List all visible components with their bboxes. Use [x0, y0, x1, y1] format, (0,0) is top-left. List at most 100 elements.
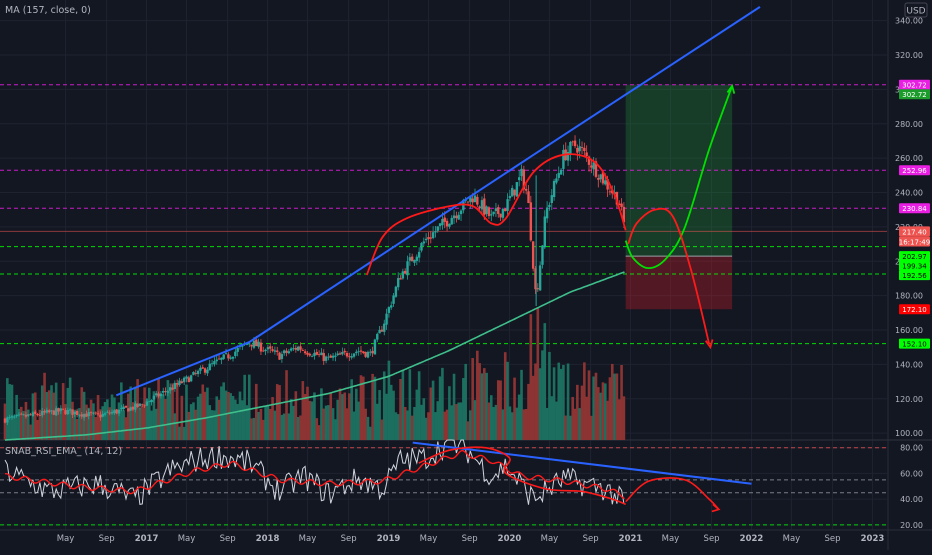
volume-bar	[387, 360, 391, 440]
volume-bar	[266, 405, 270, 440]
price-marker-bg[interactable]	[899, 226, 930, 237]
price-marker[interactable]: 202.97	[899, 251, 930, 262]
currency-badge[interactable]	[904, 2, 928, 18]
price-levels[interactable]	[0, 84, 887, 345]
volume-bar	[26, 409, 30, 440]
candle-body	[92, 412, 95, 414]
trendline[interactable]	[115, 6, 761, 397]
candle	[22, 413, 25, 416]
candle-body	[550, 195, 553, 203]
candle	[196, 369, 200, 378]
projection-curve[interactable]	[624, 85, 733, 270]
price-marker-bg[interactable]	[899, 338, 930, 349]
candle-body	[224, 353, 228, 354]
candle	[54, 406, 58, 416]
candle-body	[199, 367, 202, 371]
volume-bar	[73, 409, 77, 440]
price-marker[interactable]: 217.40	[899, 226, 930, 237]
projection-curve[interactable]	[365, 153, 627, 276]
price-marker[interactable]: 172.10	[899, 304, 930, 315]
rsi-projection-curve[interactable]	[418, 446, 627, 506]
price-marker-bg[interactable]	[899, 236, 930, 247]
price-marker-bg[interactable]	[899, 165, 930, 176]
candle	[401, 268, 405, 280]
volume-bar	[315, 418, 319, 440]
candle	[217, 354, 221, 360]
volume-bar	[364, 408, 367, 440]
volume-bar	[622, 396, 626, 440]
price-marker[interactable]: 252.96	[899, 165, 930, 176]
candle	[248, 342, 251, 348]
volume-bar	[594, 372, 598, 440]
candle-body	[455, 215, 458, 219]
candle-body	[203, 368, 207, 373]
price-marker[interactable]: 302.72	[899, 89, 930, 100]
candle	[150, 399, 153, 406]
projection-curve[interactable]	[627, 207, 710, 345]
candle	[408, 253, 412, 266]
position-tool[interactable]	[625, 84, 733, 310]
candle-body	[622, 206, 626, 223]
candle-body	[215, 359, 218, 362]
candle	[524, 184, 528, 195]
candle-body	[166, 391, 170, 393]
candle	[315, 348, 318, 356]
arrow-head[interactable]	[726, 83, 736, 94]
price-marker-bg[interactable]	[899, 203, 930, 214]
candle	[522, 165, 526, 194]
candle	[131, 406, 135, 412]
candle-body	[457, 214, 460, 220]
volume-bar	[210, 410, 214, 440]
price-marker-bg[interactable]	[899, 251, 930, 262]
position-loss-zone[interactable]	[625, 256, 733, 310]
volume-bar	[462, 378, 465, 440]
price-marker-bg[interactable]	[899, 89, 930, 100]
candle	[543, 210, 546, 250]
candle-body	[555, 178, 558, 183]
candle-body	[262, 350, 265, 352]
candle	[187, 375, 191, 383]
rsi-trendline[interactable]	[412, 441, 752, 485]
volume-bar	[389, 384, 393, 440]
arrow-head[interactable]	[704, 339, 714, 350]
price-marker[interactable]: 302.72	[899, 79, 930, 90]
currency-label: USD	[906, 7, 925, 17]
price-marker-label: 302.72	[902, 82, 927, 90]
price-marker-bg[interactable]	[899, 79, 930, 90]
time-tick-label: Sep	[341, 534, 357, 544]
candle-body	[266, 347, 270, 350]
price-marker[interactable]: 230.84	[899, 203, 930, 214]
price-marker[interactable]: 199.34	[899, 260, 930, 271]
candle-body	[245, 343, 249, 345]
drawings[interactable]	[115, 6, 761, 397]
candle-body	[231, 356, 235, 359]
volume-bar	[171, 383, 174, 440]
candle-body	[217, 358, 221, 360]
rsi-tick-label: 60.00	[900, 469, 923, 478]
ma-legend-label[interactable]: MA (157, close, 0)	[5, 5, 91, 16]
candle	[392, 292, 395, 307]
candle	[171, 384, 174, 391]
candle-body	[227, 354, 230, 359]
price-marker[interactable]: 16:17:49	[899, 236, 930, 247]
price-marker[interactable]: 192.56	[899, 270, 930, 281]
candle-body	[392, 295, 395, 304]
candle	[424, 233, 428, 243]
rsi-projection-curve[interactable]	[625, 477, 720, 510]
price-marker-bg[interactable]	[899, 260, 930, 271]
candle	[96, 410, 100, 416]
candle	[452, 209, 456, 225]
candle-body	[162, 391, 165, 393]
price-marker[interactable]: 152.10	[899, 338, 930, 349]
price-marker-bg[interactable]	[899, 270, 930, 281]
candle-body	[513, 189, 516, 196]
candle-body	[364, 352, 367, 357]
volume-bar	[482, 368, 486, 440]
volume-bar	[424, 417, 428, 440]
rsi-arrow-head[interactable]	[711, 503, 721, 513]
candle-body	[96, 413, 100, 415]
price-marker-bg[interactable]	[899, 304, 930, 315]
rsi-legend-label[interactable]: SNAB_RSI_EMA_ (14, 12)	[5, 446, 122, 457]
